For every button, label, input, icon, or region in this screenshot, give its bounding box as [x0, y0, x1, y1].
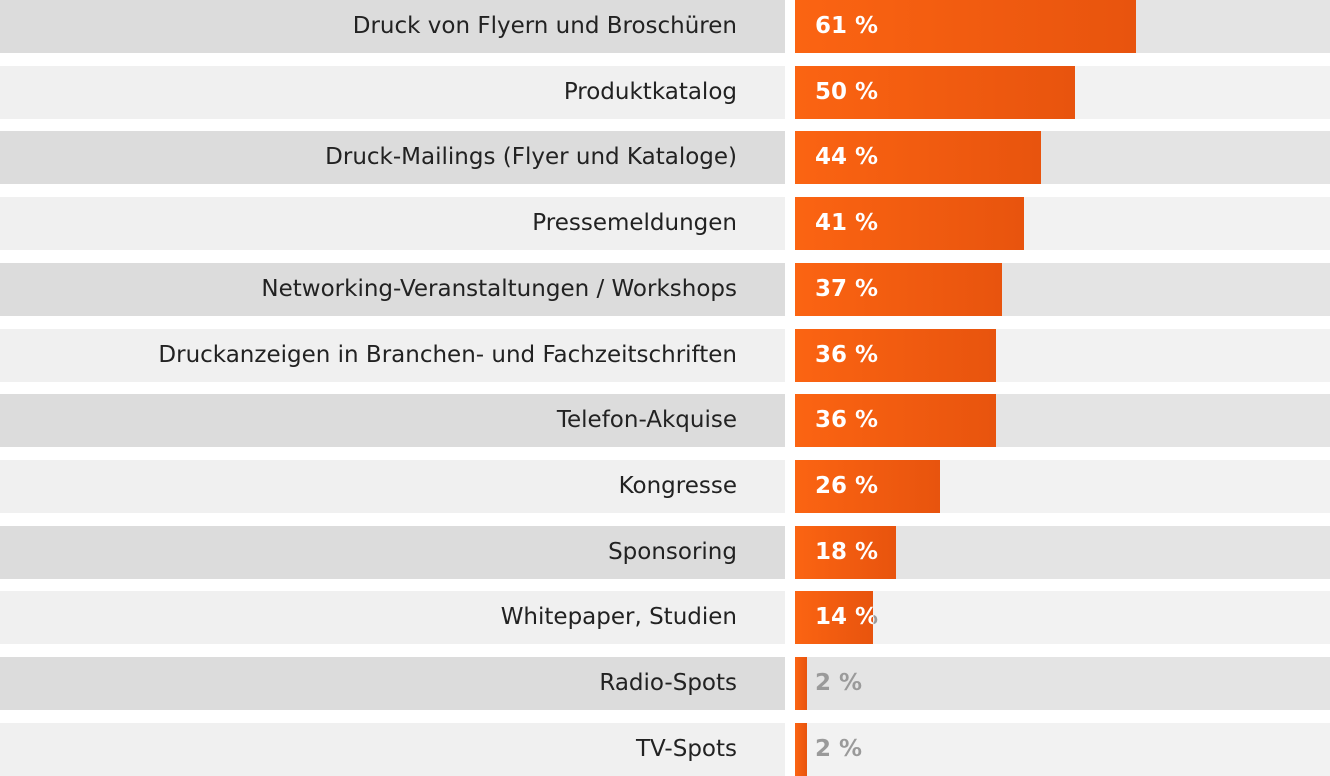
bar-row: Druck von Flyern und Broschüren 61 % — [0, 0, 1330, 53]
value-label: 41 % — [815, 197, 878, 250]
bar-row: Radio-Spots 2 % — [0, 657, 1330, 710]
category-label: TV-Spots — [0, 723, 785, 776]
bar-track: 2 % — [795, 657, 1330, 710]
bar-track: 36 % — [795, 329, 1330, 382]
bar-row: Druckanzeigen in Branchen- und Fachzeits… — [0, 329, 1330, 382]
bar — [795, 329, 997, 382]
category-label: Radio-Spots — [0, 657, 785, 710]
bar-track: 36 % — [795, 394, 1330, 447]
bar-track: 14 % — [795, 591, 1330, 644]
bar-row: Kongresse 26 % — [0, 460, 1330, 513]
bar — [795, 591, 874, 644]
bar-track: 50 % — [795, 66, 1330, 119]
bar — [795, 197, 1025, 250]
category-label: Druck-Mailings (Flyer und Kataloge) — [0, 131, 785, 184]
value-label: 61 % — [815, 0, 878, 53]
value-label: 26 % — [815, 460, 878, 513]
bar-track: 18 % — [795, 526, 1330, 579]
bar-row: TV-Spots 2 % — [0, 723, 1330, 776]
category-label: Pressemeldungen — [0, 197, 785, 250]
bar — [795, 263, 1002, 316]
bar-row: Whitepaper, Studien 14 % — [0, 591, 1330, 644]
category-label: Kongresse — [0, 460, 785, 513]
value-label: 36 % — [815, 394, 878, 447]
bar — [795, 526, 896, 579]
value-label: 18 % — [815, 526, 878, 579]
value-label: 2 % — [815, 657, 862, 710]
category-label: Produktkatalog — [0, 66, 785, 119]
category-label: Sponsoring — [0, 526, 785, 579]
category-label: Druckanzeigen in Branchen- und Fachzeits… — [0, 329, 785, 382]
bar — [795, 0, 1136, 53]
bar-track: 44 % — [795, 131, 1330, 184]
bar-track: 41 % — [795, 197, 1330, 250]
category-label: Whitepaper, Studien — [0, 591, 785, 644]
bar-row: Druck-Mailings (Flyer und Kataloge) 44 % — [0, 131, 1330, 184]
bar-row: Networking-Veranstaltungen / Workshops 37… — [0, 263, 1330, 316]
category-label: Telefon-Akquise — [0, 394, 785, 447]
value-label: 50 % — [815, 66, 878, 119]
bar — [795, 66, 1075, 119]
bar — [795, 394, 997, 447]
bar-track: 26 % — [795, 460, 1330, 513]
bar-track: 37 % — [795, 263, 1330, 316]
bar — [795, 657, 807, 710]
value-label: 14 % — [815, 591, 878, 644]
bar — [795, 131, 1041, 184]
bar-row: Pressemeldungen 41 % — [0, 197, 1330, 250]
value-label: 44 % — [815, 131, 878, 184]
bar-row: Produktkatalog 50 % — [0, 66, 1330, 119]
bar — [795, 460, 941, 513]
bar-row: Telefon-Akquise 36 % — [0, 394, 1330, 447]
value-label: 36 % — [815, 329, 878, 382]
bar-row: Sponsoring 18 % — [0, 526, 1330, 579]
category-label: Druck von Flyern und Broschüren — [0, 0, 785, 53]
value-label: 37 % — [815, 263, 878, 316]
bar-track: 61 % — [795, 0, 1330, 53]
bar-track: 2 % — [795, 723, 1330, 776]
bar — [795, 723, 807, 776]
category-label: Networking-Veranstaltungen / Workshops — [0, 263, 785, 316]
value-label: 2 % — [815, 723, 862, 776]
